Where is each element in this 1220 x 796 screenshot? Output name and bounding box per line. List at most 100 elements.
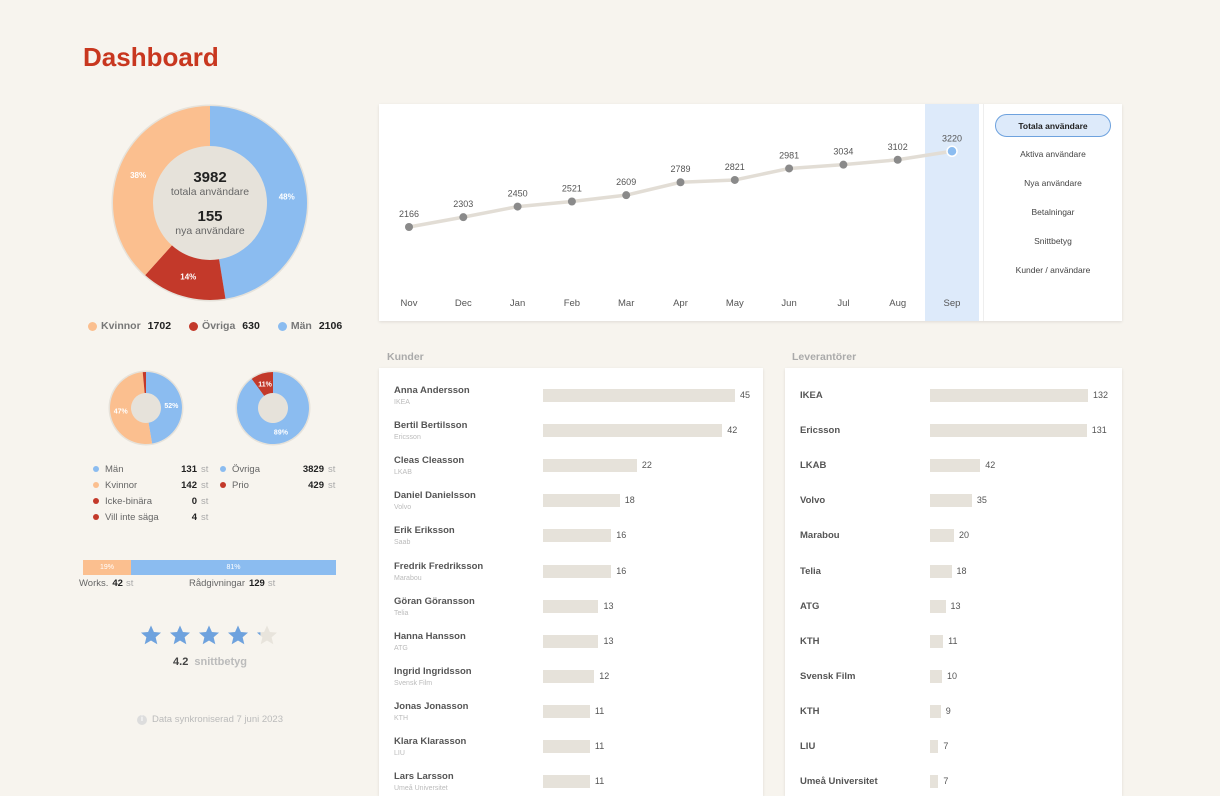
list-row[interactable]: Ingrid Ingridsson Svensk Film 12 [379, 659, 763, 694]
data-label: 2521 [562, 183, 582, 193]
list-row[interactable]: Svensk Film 10 [785, 659, 1122, 694]
users-donut-center: 3982 totala användare 155 nya användare [110, 103, 310, 303]
row-bar [930, 669, 942, 683]
row-value: 12 [599, 670, 610, 681]
row-value: 35 [976, 495, 987, 506]
data-label: 2166 [399, 209, 419, 219]
data-point[interactable] [676, 178, 685, 187]
legend-value: 1702 [147, 320, 172, 332]
legend-unit: st [328, 463, 336, 475]
legend-dot [220, 482, 226, 488]
list-row[interactable]: KTH 9 [785, 694, 1122, 729]
row-name: Ericsson [800, 425, 841, 437]
list-row[interactable]: KTH 11 [785, 624, 1122, 659]
legend-unit: st [201, 479, 209, 491]
list-row[interactable]: Fredrik Fredriksson Marabou 16 [379, 554, 763, 589]
data-point[interactable] [946, 145, 958, 158]
row-company: Svensk Film [394, 679, 433, 687]
list-row[interactable]: Bertil Bertilsson Ericsson 42 [379, 413, 763, 448]
legend-item-ovriga: Övriga 630 [189, 320, 260, 332]
row-company: KTH [394, 714, 408, 722]
service-split-bar: 19% 81% [83, 560, 336, 575]
prio-donut-slice-label-1: 11% [258, 381, 272, 388]
list-row[interactable]: Marabou 20 [785, 518, 1122, 553]
x-tick-label: Feb [564, 298, 580, 309]
data-point[interactable] [513, 202, 522, 211]
x-tick-label: Jun [781, 298, 796, 309]
row-value: 131 [1091, 425, 1107, 436]
list-row[interactable]: Telia 18 [785, 554, 1122, 589]
users-donut-slice-0 [210, 106, 307, 299]
data-point[interactable] [405, 222, 413, 231]
metric-button[interactable]: Totala användare [995, 114, 1111, 137]
x-tick-label: Nov [401, 298, 418, 309]
highlight-column[interactable] [925, 104, 979, 321]
gender-donut-slice-label-0: 52% [164, 403, 179, 410]
data-point[interactable] [730, 175, 739, 184]
new-users-value: 155 [197, 208, 223, 225]
legend-value: 630 [242, 320, 260, 332]
row-value: 11 [948, 635, 958, 646]
row-value: 13 [603, 600, 614, 611]
customers-list: Anna Andersson IKEA 45 Bertil Bertilsson Eri… [379, 368, 763, 796]
row-bar [930, 634, 944, 648]
row-bar [543, 740, 590, 753]
list-row[interactable]: LIU 7 [785, 729, 1122, 764]
row-name: Daniel Danielsson [394, 490, 476, 502]
row-name: IKEA [800, 390, 823, 401]
row-company: Umeå Universitet [394, 785, 448, 793]
list-row[interactable]: Anna Andersson IKEA 45 [379, 378, 763, 413]
list-row[interactable]: Daniel Danielsson Volvo 18 [379, 483, 763, 518]
data-point[interactable] [459, 213, 468, 222]
list-row[interactable]: ATG 13 [785, 589, 1122, 624]
data-point[interactable] [567, 197, 576, 206]
gender-legend-row: Kvinnor 142 st [93, 477, 208, 493]
row-name: Göran Göransson [394, 595, 475, 607]
row-bar [930, 564, 952, 578]
row-value: 11 [594, 776, 605, 787]
list-row[interactable]: Lars Larsson Umeå Universitet 11 [379, 764, 763, 796]
data-point[interactable] [893, 155, 902, 164]
legend-unit: st [201, 463, 209, 475]
data-label: 3220 [942, 133, 962, 143]
row-name: KTH [800, 705, 820, 717]
row-value: 18 [956, 565, 967, 576]
row-name: Umeå Universitet [800, 776, 878, 788]
legend-dot [93, 466, 99, 472]
data-point[interactable] [839, 160, 848, 169]
list-row[interactable]: Erik Eriksson Saab 16 [379, 518, 763, 553]
legend-value: 142 [181, 479, 197, 491]
row-name: LIU [800, 741, 816, 752]
list-row[interactable]: Hanna Hansson ATG 13 [379, 624, 763, 659]
metric-button[interactable]: Betalningar [1031, 206, 1075, 217]
list-row[interactable]: Cleas Cleasson LKAB 22 [379, 448, 763, 483]
suppliers-title: Leverantörer [792, 351, 857, 363]
list-row[interactable]: Göran Göransson Telia 13 [379, 589, 763, 624]
list-row[interactable]: Klara Klarasson LIU 11 [379, 729, 763, 764]
data-label: 2821 [725, 162, 745, 172]
metric-button[interactable]: Kunder / användare [1015, 264, 1091, 275]
list-row[interactable]: Volvo 35 [785, 483, 1122, 518]
metric-button[interactable]: Snittbetyg [1034, 235, 1072, 246]
data-point[interactable] [622, 191, 631, 200]
legend-label: Vill inte säga [105, 511, 159, 523]
metric-button[interactable]: Nya användare [1024, 178, 1082, 189]
x-tick-label: Sep [944, 298, 961, 309]
row-bar [543, 775, 590, 789]
list-row[interactable]: Jonas Jonasson KTH 11 [379, 694, 763, 729]
legend-label: Män [290, 320, 312, 332]
row-value: 7 [943, 776, 949, 787]
row-company: LIU [394, 750, 405, 757]
list-row[interactable]: Umeå Universitet 7 [785, 764, 1122, 796]
prio-donut-slice-0 [237, 372, 309, 444]
legend-item-man: Män 2106 [277, 320, 342, 332]
list-row[interactable]: Ericsson 131 [785, 413, 1122, 448]
list-row[interactable]: IKEA 132 [785, 378, 1122, 413]
list-row[interactable]: LKAB 42 [785, 448, 1122, 483]
metric-button[interactable]: Aktiva användare [1020, 149, 1086, 160]
legend-unit: st [328, 479, 336, 491]
data-label: 2609 [616, 177, 636, 187]
legend-unit: st [201, 495, 209, 507]
data-point[interactable] [785, 164, 794, 173]
prio-donut-slice-label-0: 89% [274, 430, 289, 437]
